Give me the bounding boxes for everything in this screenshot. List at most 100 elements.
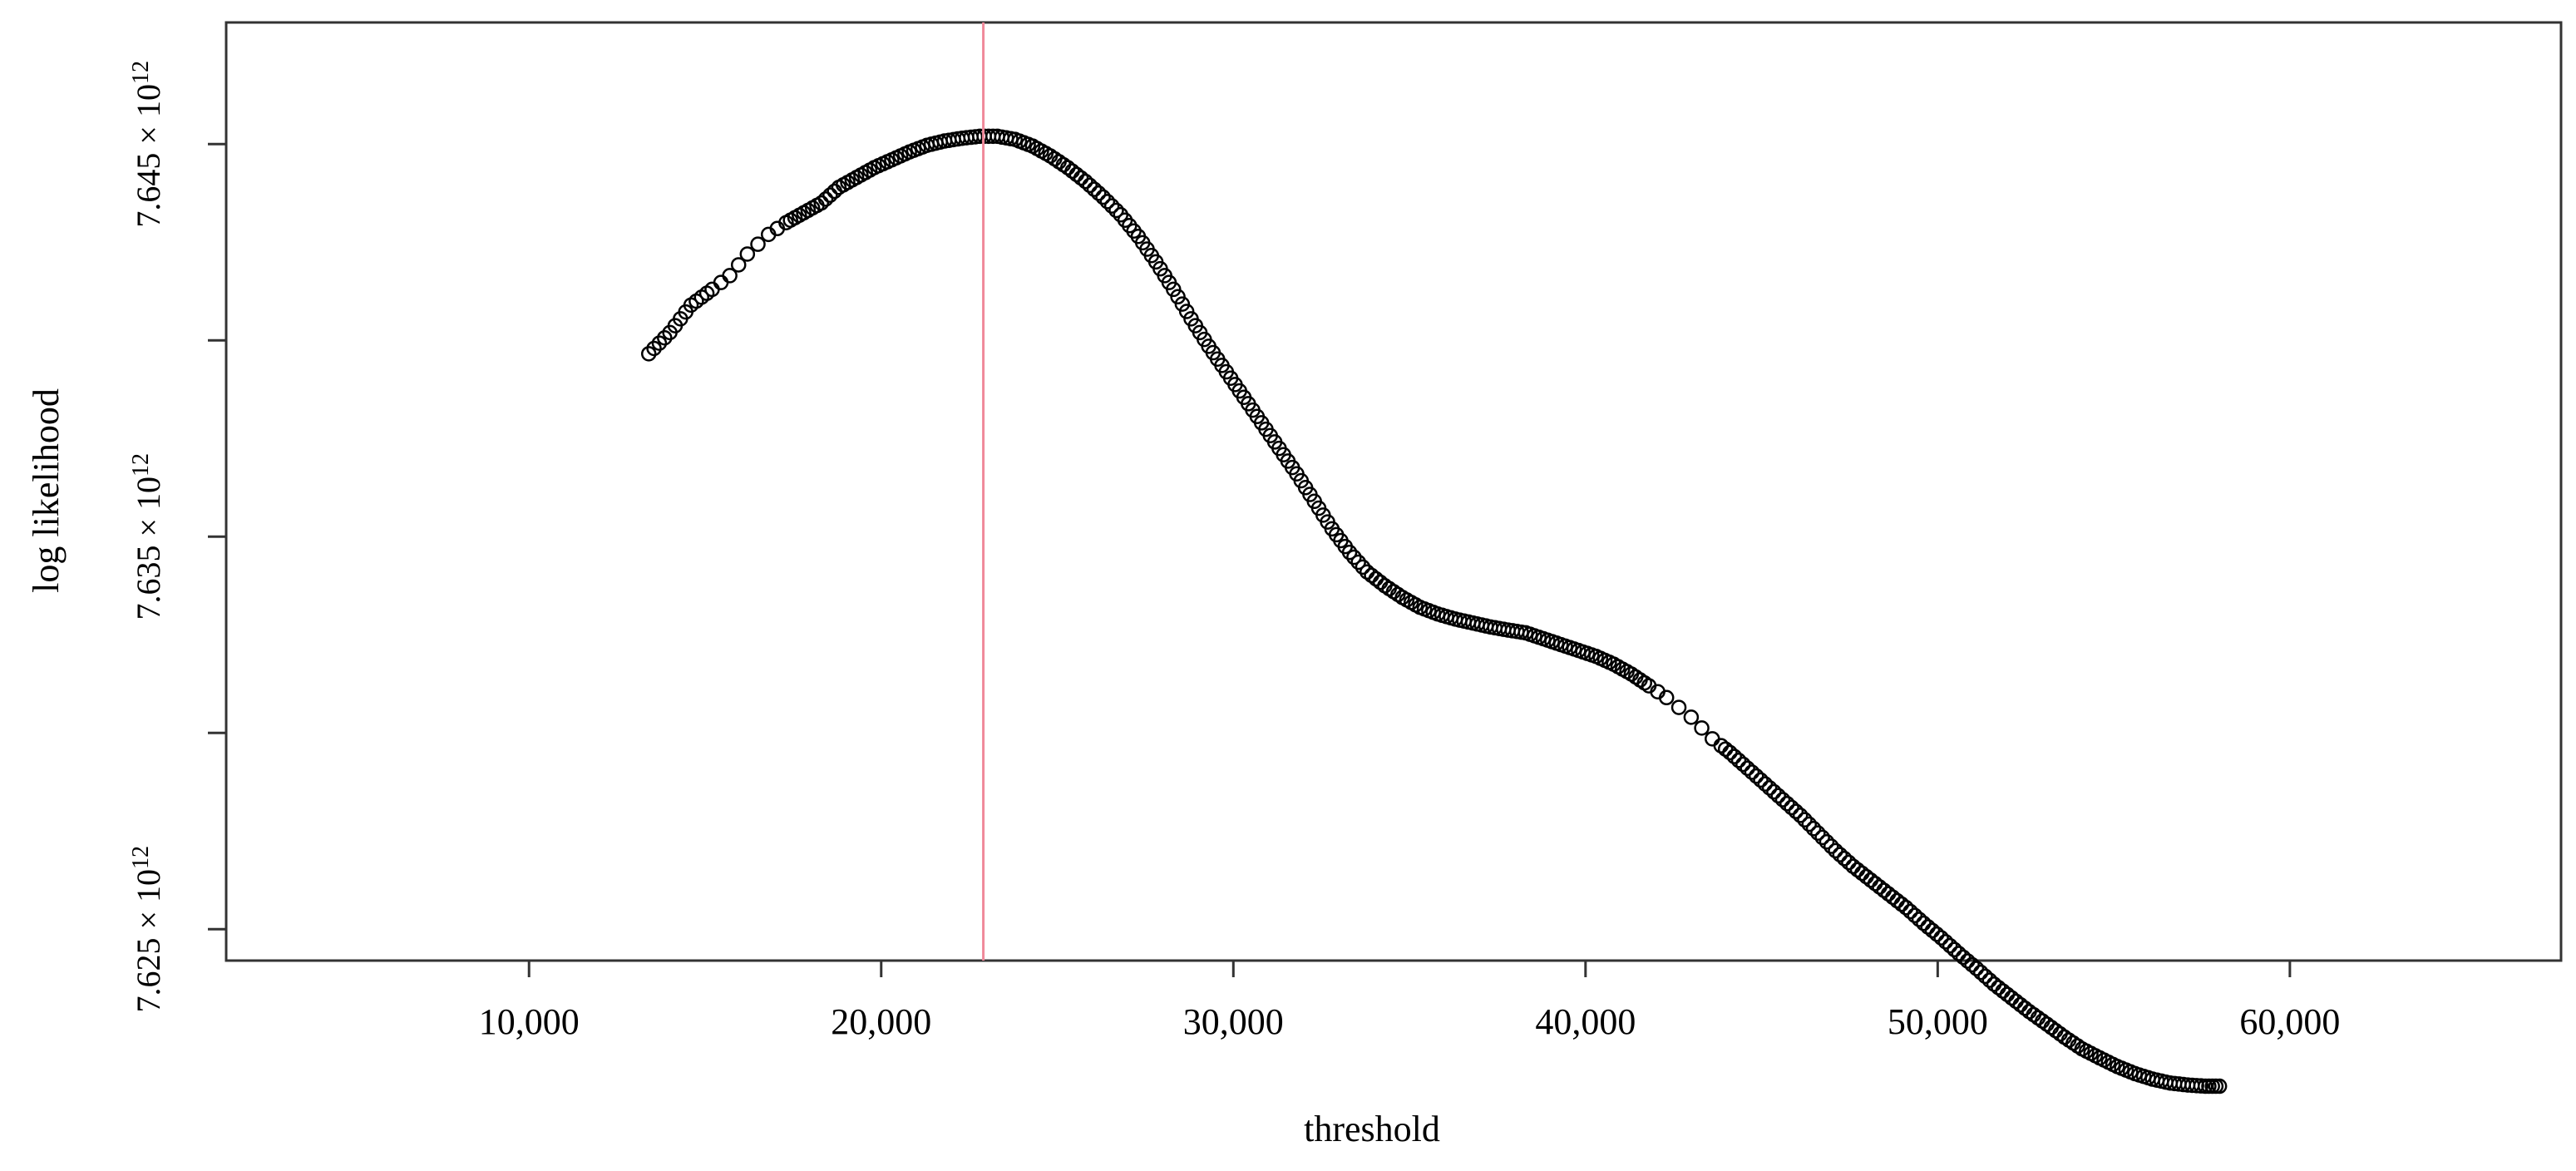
data-point (1951, 946, 1967, 961)
data-point (1995, 983, 2011, 999)
x-axis: 10,000 20,000 30,000 40,000 50,000 60,000 (479, 961, 2340, 1042)
data-point (2193, 1078, 2209, 1094)
data-point (2012, 996, 2029, 1013)
x-tick-label: 60,000 (2239, 1001, 2340, 1042)
data-point (1694, 720, 1710, 736)
data-point (1937, 934, 1954, 950)
data-point (1933, 930, 1949, 946)
y-tick-label-exponent: 12 (128, 453, 154, 477)
data-point (1086, 181, 1103, 197)
data-point (1788, 803, 1804, 819)
data-point (1942, 937, 1958, 954)
y-tick-label: 7.625 × 1012 (128, 846, 167, 1013)
data-point (1730, 753, 1747, 768)
data-point (1774, 792, 1791, 808)
data-point (1744, 764, 1760, 780)
data-point (1346, 549, 1362, 566)
data-point (1368, 571, 1384, 587)
data-point (1885, 889, 1901, 906)
data-point (813, 195, 830, 211)
data-point (1717, 741, 1734, 757)
y-tick-label: 7.645 × 1012 (128, 61, 167, 228)
x-axis-title: threshold (1304, 1109, 1440, 1149)
data-point (1836, 851, 1853, 867)
data-point (822, 187, 838, 203)
data-point (651, 335, 668, 351)
data-point (1670, 699, 1687, 715)
data-point (1867, 876, 1883, 892)
data-point (722, 268, 738, 284)
y-tick-label-exponent: 12 (128, 846, 154, 869)
data-point (1095, 189, 1111, 205)
plot-frame (225, 21, 2563, 962)
data-point (739, 246, 756, 262)
data-point (1902, 903, 1918, 920)
data-point (1972, 964, 1989, 981)
data-point (1897, 900, 1914, 916)
data-point (1999, 986, 2016, 1002)
data-point (1955, 949, 1971, 966)
data-point (1761, 780, 1778, 796)
data-point (1735, 756, 1751, 773)
data-point (750, 236, 766, 252)
data-point (1713, 738, 1730, 753)
data-point (1748, 768, 1764, 784)
y-tick-label-exponent: 12 (128, 61, 154, 84)
data-points (640, 128, 2228, 1094)
data-point (657, 329, 673, 346)
data-point (1814, 829, 1830, 846)
data-point (1174, 296, 1191, 312)
data-point (1964, 956, 1980, 973)
data-point (1849, 862, 1866, 878)
data-point (640, 346, 657, 362)
x-tick-label: 10,000 (479, 1001, 580, 1042)
data-point (1911, 912, 1927, 927)
data-point (1797, 812, 1813, 828)
data-point (1766, 783, 1782, 800)
data-point (1784, 799, 1799, 816)
data-point (1166, 281, 1182, 298)
data-point (1832, 847, 1848, 862)
data-point (1801, 816, 1818, 833)
data-point (1880, 886, 1897, 902)
y-tick-label-base: 7.645 × 10 (130, 84, 167, 228)
data-point (1968, 961, 1985, 976)
x-tick-label: 30,000 (1183, 1001, 1284, 1042)
data-point (1828, 842, 1843, 859)
y-tick-label-base: 7.635 × 10 (130, 477, 167, 620)
data-point (1341, 544, 1358, 561)
data-point (646, 340, 662, 357)
data-point (1872, 879, 1888, 895)
data-point (1991, 980, 2006, 996)
data-point (1947, 941, 1962, 958)
data-point (730, 257, 747, 273)
data-point (1350, 554, 1366, 571)
data-point (1170, 289, 1186, 305)
data-point (1364, 567, 1379, 584)
data-point (817, 191, 834, 207)
y-tick-label-base: 7.625 × 10 (130, 869, 167, 1013)
data-point (1779, 795, 1795, 812)
data-point (1770, 788, 1786, 804)
data-point (1823, 838, 1839, 854)
data-point (1907, 907, 1923, 923)
data-point (1753, 772, 1769, 788)
data-point (1108, 202, 1124, 219)
y-tick-label: 7.635 × 1012 (128, 453, 167, 620)
data-point (2008, 993, 2024, 1010)
data-point (1805, 821, 1822, 837)
data-point (2004, 990, 2020, 1006)
data-point (1757, 776, 1774, 792)
data-point (1722, 744, 1738, 761)
data-point (1068, 166, 1085, 183)
data-point (1893, 896, 1910, 912)
x-tick-label: 40,000 (1535, 1001, 1636, 1042)
data-point (2211, 1078, 2228, 1094)
data-point (1792, 808, 1809, 823)
data-point (1810, 825, 1826, 841)
data-point (1073, 170, 1089, 186)
data-point (1854, 865, 1870, 882)
data-point (1355, 559, 1371, 576)
data-point (1858, 868, 1874, 885)
